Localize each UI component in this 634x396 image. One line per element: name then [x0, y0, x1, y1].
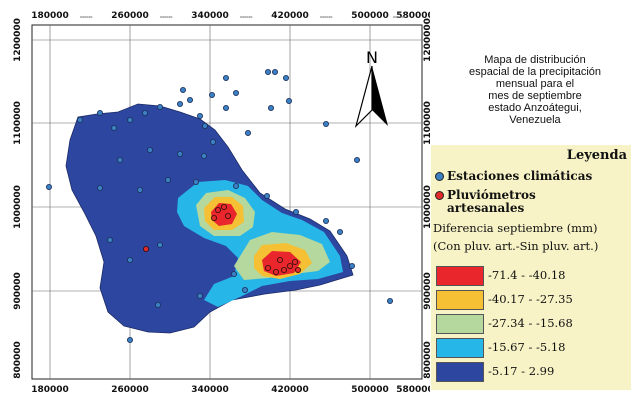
x-ticks-top-suffix: 000000 000000 000000 000000 000000 [80, 15, 406, 19]
y-tick: 800000 [13, 341, 23, 379]
legend-class-5: -5.17 - 2.99 [436, 362, 626, 382]
y-tick-right: 1200000 [423, 18, 430, 62]
class-swatch [436, 314, 484, 334]
class-label: -27.34 - -15.68 [488, 316, 573, 330]
map-title-line: mensual para el [495, 78, 575, 90]
class-label: -40.17 - -27.35 [488, 292, 573, 306]
tick-suffix: 000000 [240, 15, 253, 19]
station-dot-icon [435, 172, 444, 181]
legend-variable-2: (Con pluv. art.-Sin pluv. art.) [433, 239, 599, 253]
x-tick-bottom: 180000 [31, 385, 69, 395]
north-arrow: N [354, 48, 388, 129]
map-title: Mapa de distribución espacial de la prec… [440, 54, 630, 126]
tick-suffix: 000000 [393, 15, 406, 19]
legend-class-3: -27.34 - -15.68 [436, 314, 626, 334]
y-ticks-right: 1200000 1100000 1000000 900000 800000 [423, 18, 430, 379]
legend-title: Leyenda [566, 148, 627, 163]
y-tick: 1000000 [13, 185, 23, 229]
x-tick-top: 420000 [271, 11, 309, 21]
y-ticks: 1200000 1100000 1000000 900000 800000 [13, 18, 23, 379]
legend-gauge-label-2: artesanales [447, 201, 525, 215]
x-tick-bottom: 260000 [111, 385, 149, 395]
x-tick-top: 260000 [111, 11, 149, 21]
x-ticks-bottom: 180000 260000 340000 420000 500000 58000… [31, 385, 430, 395]
class-swatch [436, 266, 484, 286]
y-tick-right: 1100000 [423, 101, 430, 145]
x-ticks-top: 180000 260000 340000 420000 500000 58000… [31, 11, 430, 21]
legend-class-1: -71.4 - -40.18 [436, 266, 626, 286]
legend-station-label: Estaciones climáticas [447, 169, 593, 183]
class-swatch [436, 338, 484, 358]
north-label: N [366, 48, 378, 67]
class-label: -5.17 - 2.99 [488, 364, 555, 378]
y-tick: 900000 [13, 272, 23, 310]
legend-variable-1: Diferencia septiembre (mm) [433, 221, 598, 235]
rain-gauges [142, 203, 301, 275]
map-title-line: Mapa de distribución [484, 54, 586, 66]
legend-class-2: -40.17 - -27.35 [436, 290, 626, 310]
x-tick-bottom: 340000 [191, 385, 229, 395]
x-tick-bottom: 420000 [271, 385, 309, 395]
map-title-line: Venezuela [509, 114, 561, 126]
legend-class-4: -15.67 - -5.18 [436, 338, 626, 358]
class-label: -71.4 - -40.18 [488, 268, 566, 282]
y-tick: 1200000 [13, 18, 23, 62]
legend: Leyenda Estaciones climáticas Pluviómetr… [431, 145, 631, 390]
climate-stations [46, 69, 393, 343]
tick-suffix: 000000 [80, 15, 93, 19]
class-swatch [436, 362, 484, 382]
x-tick-top: 500000 [351, 11, 389, 21]
x-tick-top: 340000 [191, 11, 229, 21]
class-label: -15.67 - -5.18 [488, 340, 566, 354]
y-tick-right: 800000 [423, 341, 430, 379]
map-title-line: espacial de la precipitación [468, 66, 602, 78]
x-tick-bottom: 500000 [351, 385, 389, 395]
y-tick-right: 900000 [423, 272, 430, 310]
tick-suffix: 000000 [160, 15, 173, 19]
class-swatch [436, 290, 484, 310]
tick-suffix: 000000 [320, 15, 333, 19]
map-title-line: estado Anzoátegui, [488, 102, 582, 114]
gauge-dot-icon [435, 191, 444, 200]
y-tick: 1100000 [13, 101, 23, 145]
y-tick-right: 1000000 [423, 185, 430, 229]
x-tick-top: 180000 [31, 11, 69, 21]
distribution-map: N 180000 260000 340000 420000 500000 580… [13, 11, 430, 395]
map-title-line: mes de septiembre [488, 90, 582, 102]
legend-gauge-label-1: Pluviómetros [447, 188, 536, 202]
